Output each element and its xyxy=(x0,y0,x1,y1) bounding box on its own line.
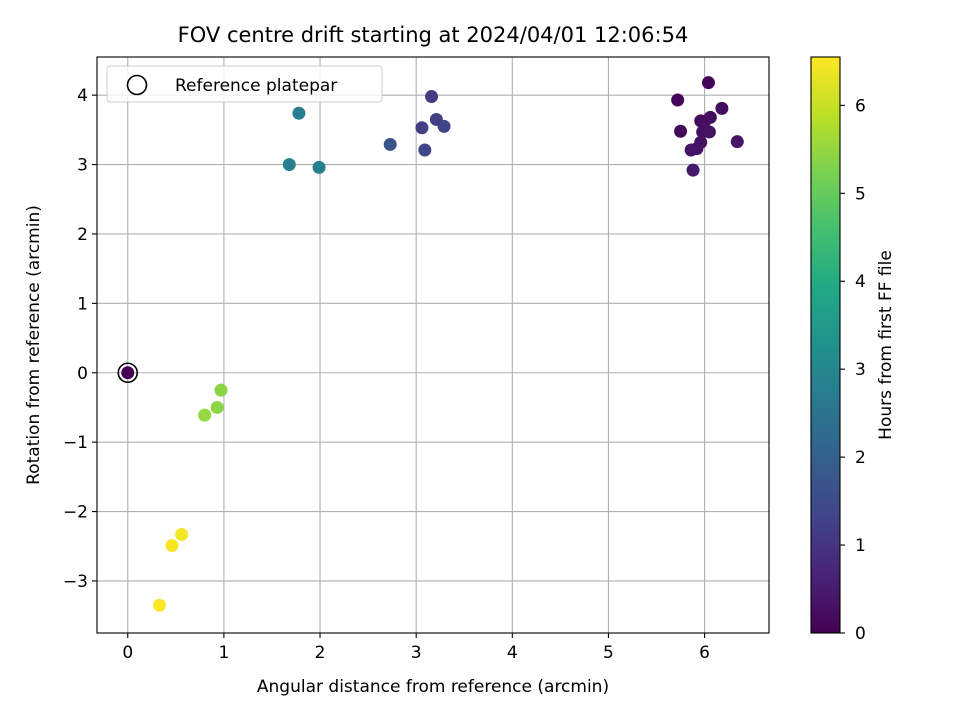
colorbar-tick-label: 3 xyxy=(855,360,866,380)
data-point xyxy=(425,90,439,104)
y-tick-label: 4 xyxy=(77,86,88,106)
y-tick-label: 3 xyxy=(77,156,88,176)
data-point xyxy=(383,137,397,151)
data-point xyxy=(437,119,451,133)
x-tick-label: 0 xyxy=(122,643,133,663)
colorbar-tick-label: 4 xyxy=(855,272,866,292)
data-point xyxy=(214,383,228,397)
colorbar-tick-label: 5 xyxy=(855,184,866,204)
data-point xyxy=(165,539,179,553)
y-axis-label: Rotation from reference (arcmin) xyxy=(24,205,44,485)
x-axis-label: Angular distance from reference (arcmin) xyxy=(257,677,609,697)
y-tick-label: 2 xyxy=(77,225,88,245)
data-point xyxy=(312,160,326,174)
reference-marker xyxy=(117,362,139,384)
x-tick-label: 1 xyxy=(218,643,229,663)
x-tick-label: 6 xyxy=(699,643,710,663)
colorbar-ticks: 0 1 2 3 4 5 6 xyxy=(840,96,866,644)
data-point xyxy=(121,366,135,380)
chart-title: FOV centre drift starting at 2024/04/01 … xyxy=(178,23,689,47)
y-tick-label: 1 xyxy=(77,294,88,314)
data-point xyxy=(418,143,432,157)
data-point xyxy=(198,408,212,422)
colorbar-tick-label: 6 xyxy=(855,96,866,116)
y-tick-label: −1 xyxy=(63,433,88,453)
x-tick-label: 4 xyxy=(507,643,518,663)
colorbar-tick-label: 0 xyxy=(855,624,866,644)
data-point xyxy=(715,101,729,115)
legend-marker xyxy=(126,74,148,96)
data-point xyxy=(292,106,306,120)
legend: Reference platepar xyxy=(106,65,383,103)
data-point xyxy=(684,143,698,157)
y-tick-label: −2 xyxy=(63,503,88,523)
colorbar-frame xyxy=(810,56,841,634)
y-tick-label: 0 xyxy=(77,364,88,384)
reference-platepar-marker xyxy=(117,362,139,384)
data-point xyxy=(671,93,685,107)
x-tick-label: 5 xyxy=(603,643,614,663)
data-point xyxy=(686,163,700,177)
plot-frame xyxy=(96,56,770,634)
x-axis-ticks: 0 1 2 3 4 5 6 xyxy=(122,633,710,663)
data-point xyxy=(674,124,688,138)
colorbar-tick-label: 1 xyxy=(855,536,866,556)
data-points xyxy=(121,76,744,612)
colorbar-tick-label: 2 xyxy=(855,448,866,468)
y-axis-ticks: −3 −2 −1 0 1 2 3 4 xyxy=(63,86,97,592)
data-point xyxy=(415,121,429,135)
data-point xyxy=(701,76,715,90)
data-point xyxy=(152,598,166,612)
y-tick-label: −3 xyxy=(63,572,88,592)
x-tick-label: 2 xyxy=(315,643,326,663)
data-point xyxy=(282,158,296,172)
data-point xyxy=(210,400,224,414)
data-point xyxy=(730,135,744,149)
legend-box xyxy=(106,65,383,103)
colorbar-label: Hours from first FF file xyxy=(876,250,896,440)
x-tick-label: 3 xyxy=(411,643,422,663)
data-point xyxy=(698,115,712,129)
data-point xyxy=(702,125,716,139)
colorbar: 0 1 2 3 4 5 6 Hours from first FF file xyxy=(810,56,896,644)
colorbar-gradient xyxy=(811,57,840,633)
legend-entry: Reference platepar xyxy=(175,76,337,96)
plot-area xyxy=(97,57,769,633)
data-point xyxy=(175,527,189,541)
